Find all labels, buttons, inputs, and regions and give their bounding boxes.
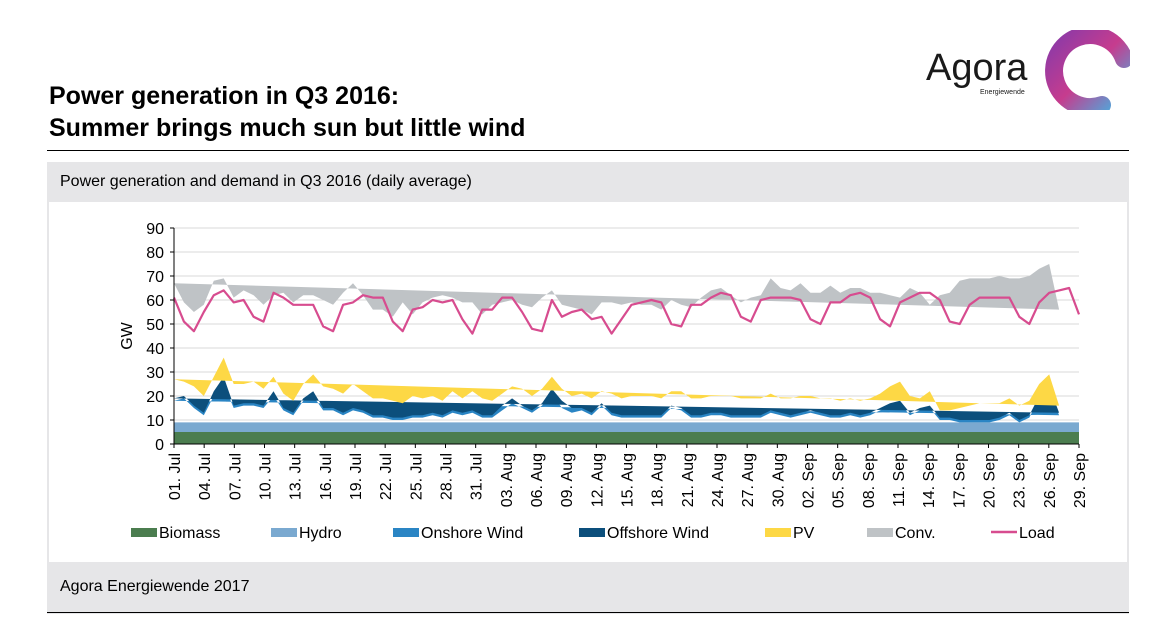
y-tick-label-60: 60 [146, 293, 164, 310]
x-tick-label-15-aug: 15. Aug [620, 453, 637, 507]
title-line-1: Power generation in Q3 2016: [49, 82, 400, 110]
x-tick-label-12-aug: 12. Aug [589, 453, 606, 507]
page-title: Power generation in Q3 2016: Summer brin… [49, 80, 525, 144]
area-biomass [174, 432, 1079, 444]
title-line-2: Summer brings much sun but little wind [49, 114, 526, 142]
area-conv [174, 264, 1060, 317]
x-tick-label-02-sep: 02. Sep [801, 453, 818, 508]
logo-mark-icon [1045, 30, 1130, 110]
x-tick-label-03-aug: 03. Aug [499, 453, 516, 507]
line-load [172, 286, 1081, 335]
footer-divider [47, 612, 1129, 613]
y-axis-label: GW [119, 321, 136, 349]
x-tick-label-14-sep: 14. Sep [921, 453, 938, 508]
x-tick-label-11-sep: 11. Sep [891, 453, 908, 507]
area-offshore-wind [174, 376, 1060, 420]
x-tick-label-18-aug: 18. Aug [650, 453, 667, 507]
x-tick-label-25-jul: 25. Jul [408, 453, 425, 500]
legend-label-load: Load [1019, 525, 1055, 542]
x-tick-label-28-jul: 28. Jul [439, 453, 456, 500]
x-tick-label-06-aug: 06. Aug [529, 453, 546, 507]
legend-swatch-onshore-wind [393, 528, 419, 537]
chart-area: 0 10 20 30 40 50 60 70 80 90 GW 01. Jul 04. Jul 07. J… [49, 202, 1127, 562]
legend-swatch-hydro [271, 528, 297, 537]
x-tick-label-13-jul: 13. Jul [288, 453, 305, 500]
x-tick-label-22-jul: 22. Jul [378, 453, 395, 500]
legend-label-offshore-wind: Offshore Wind [607, 525, 709, 542]
legend-label-conv: Conv. [895, 525, 936, 542]
legend-label-onshore-wind: Onshore Wind [421, 525, 523, 542]
x-tick-label-07-jul: 07. Jul [227, 453, 244, 500]
x-tick-label-17-sep: 17. Sep [951, 453, 968, 508]
legend-swatch-biomass [131, 528, 157, 537]
y-tick-label-50: 50 [146, 317, 164, 334]
x-tick-label-20-sep: 20. Sep [982, 453, 999, 508]
area-pv [174, 357, 1060, 411]
area-hydro [174, 422, 1079, 432]
legend-swatch-offshore-wind [579, 528, 605, 537]
y-tick-label-20: 20 [146, 389, 164, 406]
x-tick-label-24-aug: 24. Aug [710, 453, 727, 507]
legend-label-pv: PV [793, 525, 815, 542]
x-tick-label-29-sep: 29. Sep [1072, 453, 1089, 508]
chart-subtitle: Power generation and demand in Q3 2016 (… [60, 173, 472, 190]
title-divider [47, 150, 1129, 151]
legend-label-hydro: Hydro [299, 525, 342, 542]
x-tick-label-04-jul: 04. Jul [197, 453, 214, 500]
agora-logo: Agora Energiewende [926, 30, 1130, 110]
legend-swatch-conv [867, 528, 893, 537]
y-tick-label-10: 10 [146, 413, 164, 430]
y-tick-label-90: 90 [146, 221, 164, 238]
x-tick-label-26-sep: 26. Sep [1042, 453, 1059, 508]
y-tick-label-70: 70 [146, 269, 164, 286]
x-tick-label-19-jul: 19. Jul [348, 453, 365, 500]
x-tick-label-10-jul: 10. Jul [258, 453, 275, 500]
x-tick-label-23-sep: 23. Sep [1012, 453, 1029, 508]
y-tick-label-30: 30 [146, 365, 164, 382]
x-tick-label-30-aug: 30. Aug [770, 453, 787, 507]
logo-name: Agora [926, 47, 1028, 89]
legend-label-biomass: Biomass [159, 525, 220, 542]
source-footer: Agora Energiewende 2017 [60, 578, 250, 595]
x-tick-label-01-jul: 01. Jul [167, 453, 184, 500]
x-tick-label-08-sep: 08. Sep [861, 453, 878, 508]
x-tick-label-16-jul: 16. Jul [318, 453, 335, 500]
x-tick-label-05-sep: 05. Sep [831, 453, 848, 508]
logo-sub: Energiewende [980, 89, 1025, 96]
y-tick-label-80: 80 [146, 245, 164, 262]
legend-swatch-pv [765, 528, 791, 537]
x-tick-label-27-aug: 27. Aug [740, 453, 757, 507]
x-tick-label-31-jul: 31. Jul [469, 453, 486, 500]
y-tick-label-40: 40 [146, 341, 164, 358]
x-tick-label-21-aug: 21. Aug [680, 453, 697, 507]
generation-chart: 0 10 20 30 40 50 60 70 80 90 GW 01. Jul 04. Jul 07. J… [119, 221, 1089, 542]
y-tick-label-0: 0 [155, 437, 164, 454]
x-tick-label-09-aug: 09. Aug [559, 453, 576, 507]
